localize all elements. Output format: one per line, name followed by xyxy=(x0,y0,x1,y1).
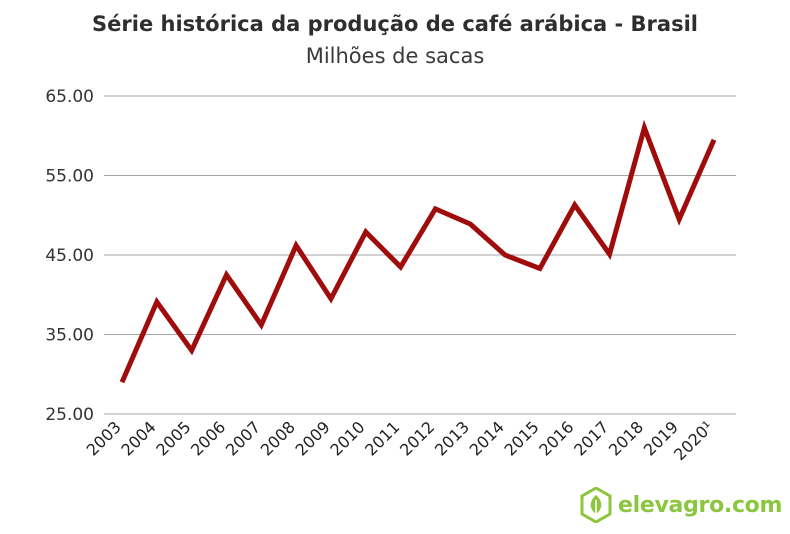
x-tick-label: 2008 xyxy=(257,417,299,459)
x-tick-label: 2012 xyxy=(396,417,438,459)
x-tick-label: 2016 xyxy=(535,417,577,459)
x-tick-label: 2005 xyxy=(152,417,194,459)
x-tick-label: 2013 xyxy=(431,417,473,459)
y-tick-label: 55.00 xyxy=(45,167,94,187)
chart-subtitle: Milhões de sacas xyxy=(305,44,485,68)
elevagro-logo: elevagro.com xyxy=(580,485,782,525)
x-tick-label: 2015 xyxy=(500,417,542,459)
y-tick-label: 45.00 xyxy=(45,246,94,266)
x-tick-label: 2018 xyxy=(605,417,647,459)
x-tick-label: 2011 xyxy=(361,417,403,459)
chart-title: Série histórica da produção de café aráb… xyxy=(92,12,698,36)
x-tick-label: 2017 xyxy=(570,417,612,459)
x-tick-label: 2020¹ xyxy=(670,417,717,464)
x-tick-label: 2010 xyxy=(326,417,368,459)
y-tick-label: 25.00 xyxy=(45,405,94,425)
x-tick-label: 2004 xyxy=(117,417,159,459)
x-tick-label: 2006 xyxy=(187,417,229,459)
y-tick-label: 35.00 xyxy=(45,326,94,346)
x-tick-label: 2014 xyxy=(466,417,508,459)
leaf-hexagon-icon xyxy=(580,487,612,523)
x-tick-label: 2009 xyxy=(292,417,334,459)
logo-text: elevagro.com xyxy=(618,492,783,518)
y-tick-label: 65.00 xyxy=(45,87,94,107)
x-tick-label: 2007 xyxy=(222,417,264,459)
series-line xyxy=(119,119,717,384)
